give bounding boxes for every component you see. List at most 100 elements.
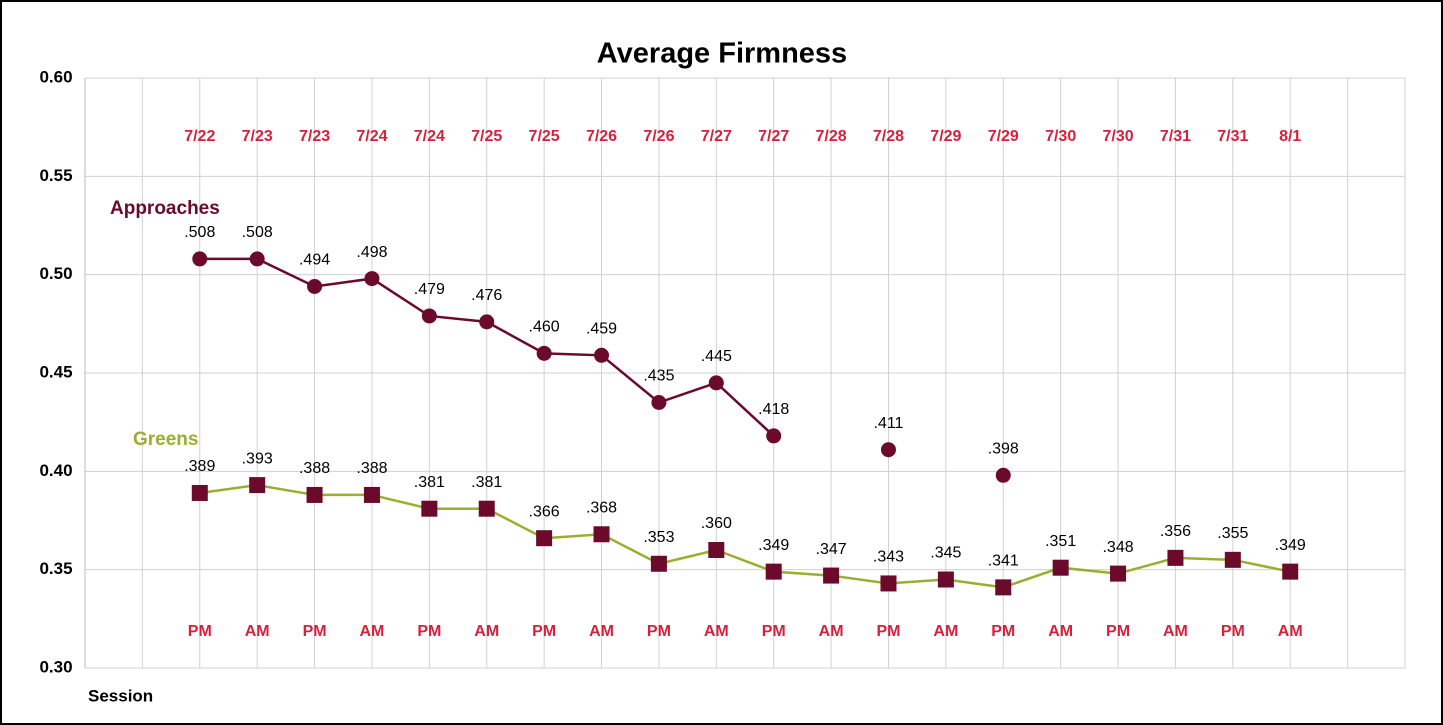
x-date-label: 7/30	[1045, 128, 1076, 145]
data-label: .435	[643, 368, 674, 385]
data-label: .389	[184, 458, 215, 475]
marker	[880, 442, 896, 458]
data-label: .508	[184, 224, 215, 241]
marker	[1052, 559, 1069, 576]
marker	[937, 571, 954, 588]
marker	[363, 486, 380, 503]
marker	[1110, 565, 1127, 582]
chart-title: Average Firmness	[597, 38, 847, 70]
data-label: .360	[701, 515, 732, 532]
x-session-label: PM	[762, 623, 786, 640]
x-date-label: 7/24	[414, 128, 445, 145]
x-session-label: AM	[589, 623, 614, 640]
data-label: .347	[816, 541, 847, 558]
marker	[766, 428, 782, 444]
data-label: .343	[873, 549, 904, 566]
y-tick-label: 0.40	[39, 461, 72, 480]
x-axis-label: Session	[88, 686, 153, 705]
x-session-label: AM	[933, 623, 958, 640]
data-label: .445	[701, 348, 732, 365]
marker	[478, 500, 495, 517]
data-label: .476	[471, 287, 502, 304]
data-label: .460	[529, 319, 560, 336]
x-session-label: PM	[417, 623, 441, 640]
series-label: Approaches	[110, 198, 220, 219]
data-label: .479	[414, 281, 445, 298]
marker	[1167, 549, 1184, 566]
data-label: .494	[299, 252, 330, 269]
data-label: .388	[299, 460, 330, 477]
marker	[307, 278, 323, 294]
marker	[594, 347, 610, 363]
x-session-label: PM	[876, 623, 900, 640]
marker	[823, 567, 840, 584]
marker	[192, 251, 208, 267]
x-date-label: 7/27	[701, 128, 732, 145]
data-label: .508	[242, 224, 273, 241]
data-label: .388	[356, 460, 387, 477]
data-label: .368	[586, 499, 617, 516]
x-date-label: 7/28	[873, 128, 904, 145]
marker	[364, 271, 380, 287]
marker	[249, 251, 265, 267]
marker	[765, 563, 782, 580]
data-label: .411	[874, 415, 904, 432]
x-date-label: 7/22	[184, 128, 215, 145]
data-label: .393	[242, 450, 273, 467]
marker	[479, 314, 495, 330]
marker	[880, 575, 897, 592]
marker	[306, 486, 323, 503]
data-label: .353	[643, 529, 674, 546]
x-session-label: PM	[1221, 623, 1245, 640]
x-session-label: PM	[991, 623, 1015, 640]
marker	[536, 530, 553, 547]
x-session-label: AM	[360, 623, 385, 640]
x-date-label: 7/26	[643, 128, 674, 145]
y-tick-label: 0.45	[39, 362, 72, 381]
data-label: .348	[1102, 539, 1133, 556]
x-session-label: AM	[1163, 623, 1188, 640]
x-session-label: AM	[1278, 623, 1303, 640]
y-tick-label: 0.30	[39, 657, 72, 676]
y-tick-label: 0.60	[39, 67, 72, 86]
marker	[650, 555, 667, 572]
data-label: .341	[988, 553, 1019, 570]
x-date-label: 7/31	[1217, 128, 1248, 145]
x-session-label: PM	[188, 623, 212, 640]
marker	[249, 477, 266, 494]
x-date-label: 7/31	[1160, 128, 1191, 145]
x-date-label: 7/23	[242, 128, 273, 145]
data-label: .398	[988, 440, 1019, 457]
data-label: .356	[1160, 523, 1191, 540]
marker	[708, 542, 725, 558]
marker	[995, 579, 1012, 596]
x-session-label: AM	[1048, 623, 1073, 640]
x-date-label: 7/28	[816, 128, 847, 145]
data-label: .355	[1217, 525, 1248, 542]
x-session-label: AM	[819, 623, 844, 640]
series-label: Greens	[133, 429, 198, 450]
x-date-label: 7/29	[988, 128, 1019, 145]
data-label: .381	[471, 474, 502, 491]
data-label: .498	[356, 244, 387, 261]
x-date-label: 7/25	[471, 128, 502, 145]
data-label: .349	[1275, 537, 1306, 554]
marker	[995, 467, 1011, 483]
marker	[651, 395, 667, 410]
x-date-label: 7/29	[930, 128, 961, 145]
x-session-label: PM	[647, 623, 671, 640]
y-tick-label: 0.35	[39, 559, 72, 578]
x-date-label: 7/30	[1102, 128, 1133, 145]
x-date-label: 8/1	[1279, 128, 1301, 145]
x-date-label: 7/25	[529, 128, 560, 145]
x-session-label: PM	[1106, 623, 1130, 640]
x-date-label: 7/26	[586, 128, 617, 145]
marker	[191, 484, 208, 501]
x-date-label: 7/23	[299, 128, 330, 145]
x-date-label: 7/24	[356, 128, 387, 145]
marker	[593, 526, 610, 543]
data-label: .366	[529, 503, 560, 520]
marker	[421, 500, 438, 517]
data-label: .381	[414, 474, 445, 491]
